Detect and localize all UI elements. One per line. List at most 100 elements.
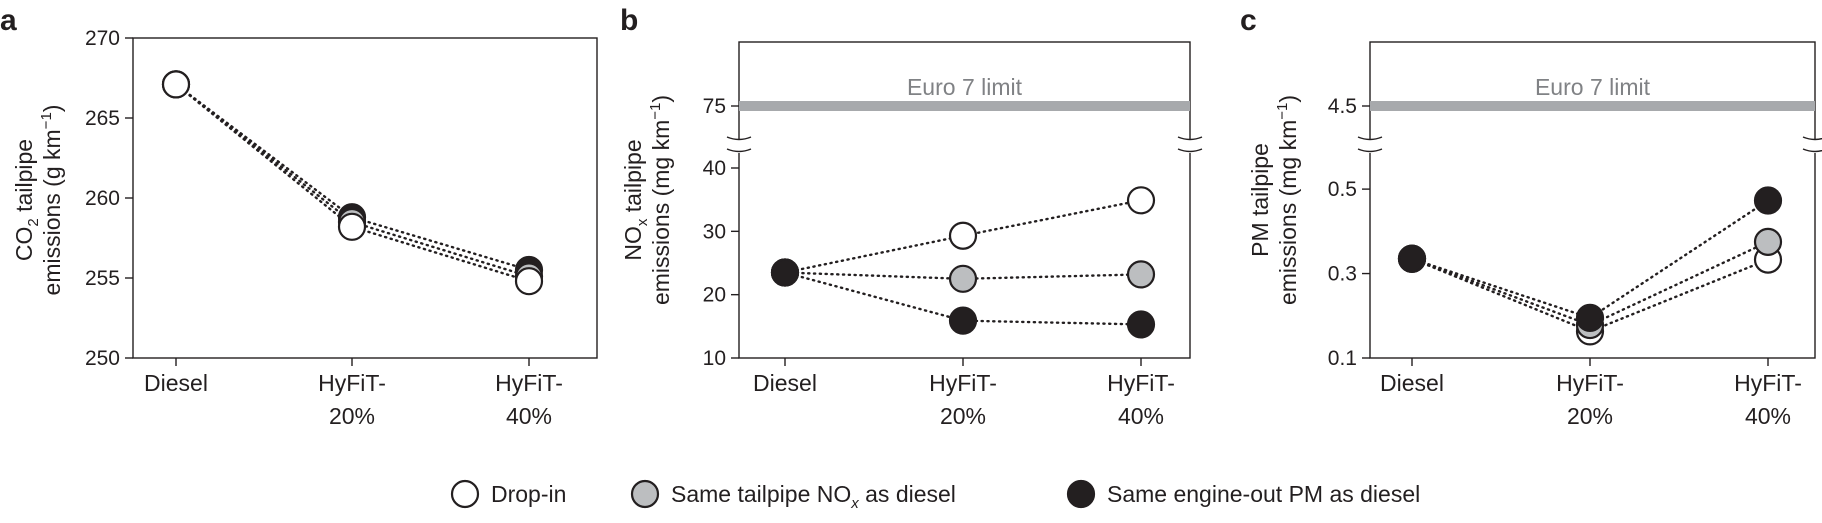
ylabel-superscript: −1: [647, 103, 664, 120]
x-category-label: HyFiT- 40%: [1734, 370, 1802, 429]
marker-pm: [1126, 310, 1156, 339]
axis-break-gap: [1366, 139, 1374, 153]
ylabel-superscript: −1: [38, 112, 55, 129]
x-category-line: HyFiT-: [1734, 370, 1802, 396]
ylabel-subscript: x: [634, 218, 651, 226]
x-category-line: HyFiT-: [318, 370, 386, 396]
ylabel-text: NO: [620, 226, 646, 261]
series-connector-nox: [174, 83, 531, 278]
panel-c: c Euro 7 limit 4.5 0.1 0.3 0.5 Diesel HyFiT- 20%…: [1240, 4, 1822, 429]
legend-marker-nox: [630, 479, 660, 509]
y-axis-label-line1: CO2 tailpipe: [11, 139, 42, 261]
y-tick-label: 0.5: [1328, 178, 1357, 201]
y-tick-label: 10: [703, 347, 726, 370]
legend-item-pm: Same engine-out PM as diesel: [1066, 479, 1420, 509]
marker-pm: [948, 306, 978, 335]
x-category-line: Diesel: [1380, 370, 1444, 396]
series-connector-pm: [174, 83, 531, 272]
axis-break-mark: [1177, 148, 1203, 153]
y-tick-label: 260: [85, 187, 120, 210]
x-category-label: Diesel: [1380, 370, 1444, 396]
axis-break-mark: [1357, 148, 1383, 153]
y-tick-label: 20: [703, 284, 726, 307]
ylabel-superscript: −1: [1274, 103, 1291, 120]
marker-pm: [1575, 303, 1605, 332]
legend-marker-dropin: [450, 479, 480, 509]
series-connector-dropin: [174, 83, 531, 283]
ylabel-text: CO: [11, 227, 37, 262]
series-connector-pm: [1410, 199, 1770, 320]
axis-break-mark: [726, 148, 752, 153]
y-tick-label: 30: [703, 220, 726, 243]
marker-dropin: [337, 212, 367, 241]
marker-dropin: [514, 267, 544, 296]
marker-nox: [1126, 260, 1156, 289]
panel-letter: b: [620, 4, 638, 37]
euro7-limit-label: Euro 7 limit: [907, 74, 1023, 100]
y-axis-label-line2: emissions (mg km−1): [1274, 95, 1301, 305]
x-category-label: Diesel: [144, 370, 208, 396]
x-category-label: HyFiT- 40%: [1107, 370, 1175, 429]
marker-dropin: [161, 70, 191, 99]
x-category-line: HyFiT-: [1107, 370, 1175, 396]
y-axis-label: CO2 tailpipe emissions (g km−1): [11, 105, 65, 296]
ylabel-text: tailpipe: [11, 139, 37, 218]
y-axis-label-line1: NOx tailpipe: [620, 139, 651, 260]
x-category-line: HyFiT-: [929, 370, 997, 396]
marker-nox: [948, 264, 978, 293]
plot-frame: [1369, 41, 1816, 359]
x-category-label: HyFiT- 20%: [1556, 370, 1624, 429]
ylabel-text: emissions (mg km: [1275, 120, 1301, 305]
y-axis-label: PM tailpipe emissions (mg km−1): [1247, 95, 1301, 305]
x-category-label: Diesel: [753, 370, 817, 396]
x-category-line: 40%: [1745, 403, 1791, 429]
panel-a: a 250 255 260 265 270 Diesel HyFiT- 20% HyFiT- 40%…: [0, 4, 598, 429]
ylabel-text: emissions (g km: [39, 129, 65, 295]
plot-frame: [132, 37, 598, 359]
y-axis-label: NOx tailpipe emissions (mg km−1): [620, 95, 674, 305]
x-category-line: 20%: [940, 403, 986, 429]
legend-text-subscript: x: [850, 495, 859, 512]
y-axis-label-line2: emissions (mg km−1): [647, 95, 674, 305]
legend-text-tail: as diesel: [859, 481, 956, 507]
legend-item-dropin: Drop-in: [450, 479, 566, 509]
x-category-label: HyFiT- 40%: [495, 370, 563, 429]
legend-marker-pm: [1066, 479, 1096, 509]
axis-break-gap: [1186, 139, 1194, 153]
legend-text-main: Same tailpipe NO: [671, 481, 851, 507]
axis-break-gap: [735, 139, 743, 153]
y-tick-label: 255: [85, 267, 120, 290]
y-tick-label: 0.3: [1328, 263, 1357, 286]
x-category-line: 40%: [506, 403, 552, 429]
marker-pm: [1753, 186, 1783, 215]
marker-pm: [770, 258, 800, 287]
ylabel-text: tailpipe: [620, 139, 646, 218]
series-connector-nox: [783, 271, 1143, 281]
ylabel-subscript: 2: [25, 218, 42, 226]
axis-break-mark: [1802, 136, 1822, 141]
ylabel-text: ): [39, 105, 65, 113]
marker-dropin: [948, 221, 978, 250]
x-category-line: HyFiT-: [495, 370, 563, 396]
axis-break-mark: [1802, 148, 1822, 153]
plot-frame: [738, 41, 1191, 359]
legend-text-main: Same engine-out PM as diesel: [1107, 481, 1420, 507]
legend-label-dropin: Drop-in: [491, 481, 566, 507]
x-category-label: HyFiT- 20%: [929, 370, 997, 429]
marker-dropin: [1126, 186, 1156, 215]
series-connector-pm: [783, 271, 1143, 326]
ylabel-text: ): [648, 95, 674, 103]
panel-letter: c: [1240, 4, 1257, 37]
ylabel-text: ): [1275, 95, 1301, 103]
series-connector-nox: [1410, 240, 1770, 327]
y-axis-label-line1: PM tailpipe: [1247, 143, 1273, 257]
legend: Drop-in Same tailpipe NOx as diesel Same e…: [450, 479, 1420, 512]
x-category-line: 20%: [329, 403, 375, 429]
y-tick-label: 75: [703, 95, 726, 118]
legend-text-main: Drop-in: [491, 481, 566, 507]
x-category-line: Diesel: [144, 370, 208, 396]
x-category-label: HyFiT- 20%: [318, 370, 386, 429]
